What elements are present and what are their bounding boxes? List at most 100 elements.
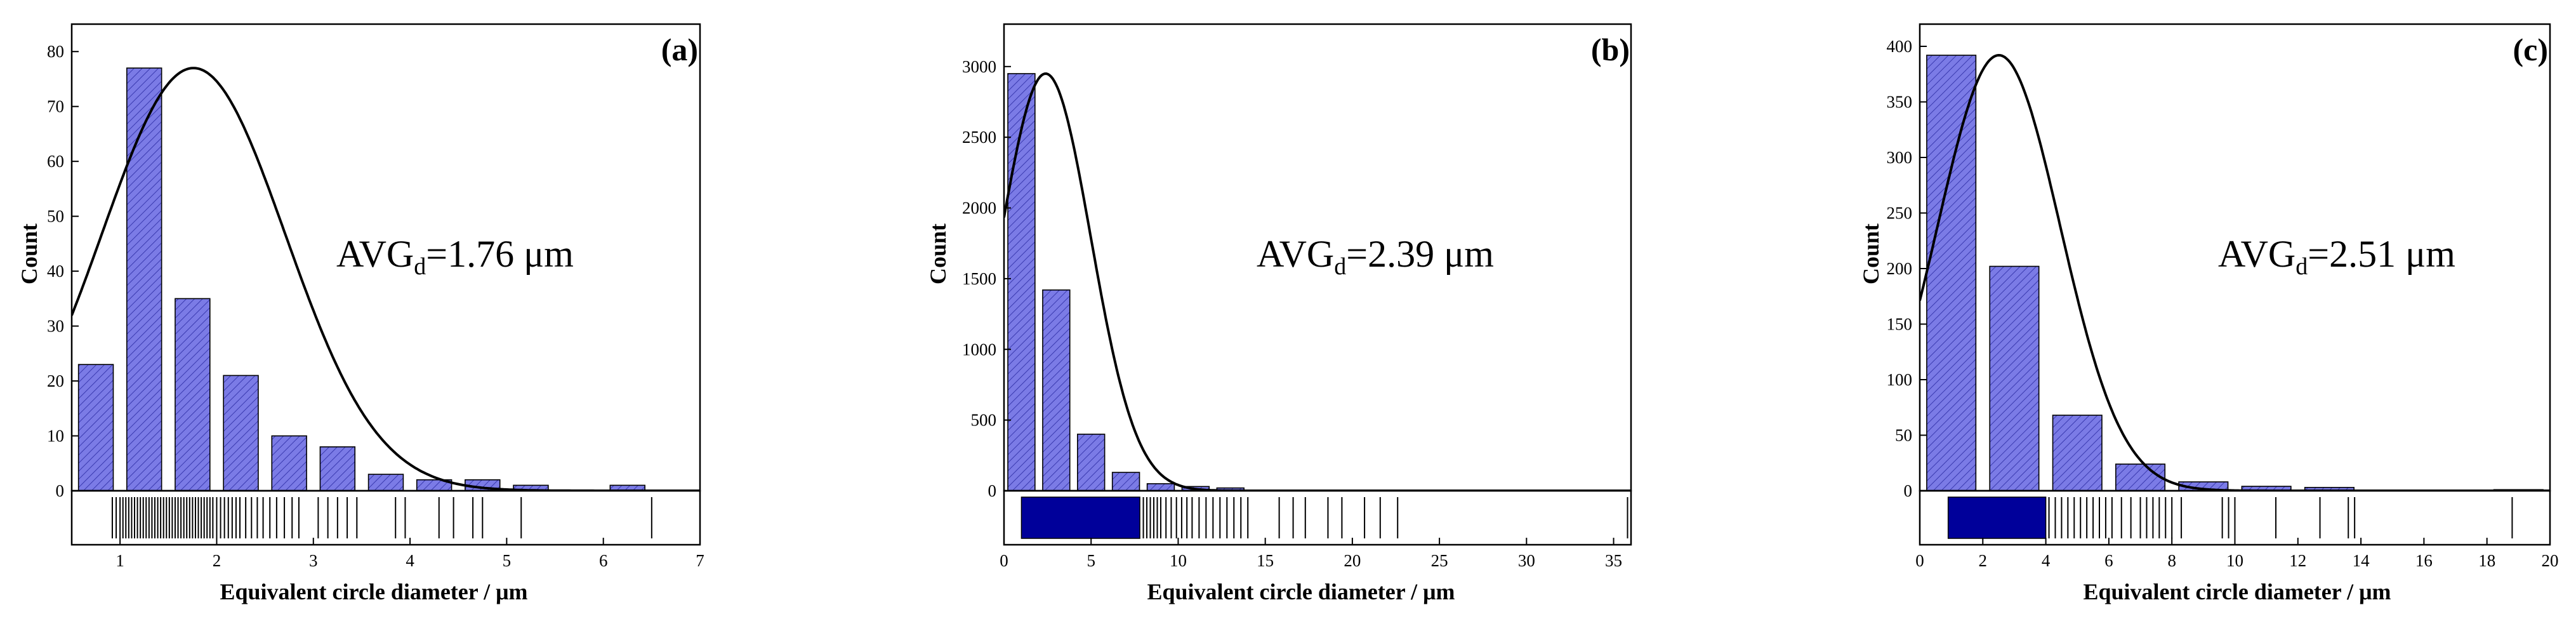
histogram-bar	[271, 435, 307, 491]
average-subscript: d	[414, 253, 426, 280]
x-tick-label: 4	[2042, 551, 2051, 570]
y-tick-label: 2500	[962, 128, 996, 147]
x-tick-label: 7	[696, 551, 704, 570]
x-axis-title: Equivalent circle diameter / μm	[220, 579, 528, 604]
histogram-bar	[1989, 265, 2040, 491]
y-tick-label: 60	[47, 152, 64, 171]
y-tick-label: 200	[1887, 259, 1913, 278]
histogram-bar	[1077, 434, 1106, 491]
average-annotation: AVGd=2.51 μm	[2218, 233, 2455, 280]
x-tick-label: 25	[1431, 551, 1448, 570]
histogram-bar	[77, 364, 114, 491]
panel-label: (b)	[1591, 32, 1630, 67]
x-tick-label: 10	[2226, 551, 2243, 570]
plot-layer: 0 500 1000 1500 2000 2500 3000 0 5 10 15 20 25 30 35	[962, 23, 1632, 570]
chart-panel-a: 0 10 20 30 40 50 60 70 80 1 2 3 4 5 6 7 (a) AVGd=1.76 μ…	[17, 23, 704, 604]
y-tick-label: 300	[1887, 148, 1913, 167]
x-tick-label: 15	[1257, 551, 1274, 570]
histogram-bar	[2115, 463, 2166, 491]
rug-dense-block	[1947, 496, 2047, 539]
rug-frame	[70, 489, 701, 546]
x-axis-title: Equivalent circle diameter / μm	[2084, 579, 2391, 604]
x-tick-label: 1	[116, 551, 124, 570]
y-tick-label: 150	[1887, 315, 1913, 334]
histogram-bar	[1111, 472, 1140, 491]
histogram-bar	[2052, 415, 2103, 491]
x-tick-label: 30	[1518, 551, 1535, 570]
average-prefix: AVG	[336, 233, 414, 275]
plot-layer: 0 50 100 150 200 250 300 350 400 0 2 4 6 8 10 12 14 16 18 2…	[1887, 23, 2559, 570]
average-annotation: AVGd=2.39 μm	[1257, 233, 1494, 280]
x-tick-label: 14	[2353, 551, 2370, 570]
x-tick-label: 4	[406, 551, 414, 570]
y-tick-label: 0	[988, 481, 997, 500]
panel-label: (c)	[2513, 32, 2549, 67]
y-tick-label: 40	[47, 262, 64, 281]
average-value: =2.51 μm	[2308, 233, 2455, 275]
x-tick-label: 20	[2542, 551, 2559, 570]
average-prefix: AVG	[1257, 233, 1334, 275]
histogram-bar	[175, 298, 211, 491]
y-tick-label: 1000	[962, 340, 996, 359]
y-tick-label: 1500	[962, 269, 996, 288]
y-tick-label: 10	[47, 427, 64, 446]
x-tick-label: 2	[1979, 551, 1988, 570]
x-tick-label: 0	[1915, 551, 1924, 570]
x-tick-label: 10	[1170, 551, 1187, 570]
x-tick-label: 35	[1605, 551, 1622, 570]
plot-layer: 0 10 20 30 40 50 60 70 80 1 2 3 4 5 6 7	[47, 23, 704, 570]
normal-fit-curve	[72, 67, 700, 491]
y-axis-title: Count	[17, 223, 42, 284]
average-value: =1.76 μm	[426, 233, 574, 275]
y-tick-label: 80	[47, 42, 64, 61]
y-tick-label: 50	[1895, 426, 1912, 445]
average-subscript: d	[2295, 253, 2308, 280]
histogram-bar	[1926, 55, 1977, 491]
histogram-bar	[1042, 289, 1071, 491]
histogram-bar	[319, 446, 356, 491]
x-tick-label: 6	[599, 551, 608, 570]
y-tick-label: 400	[1887, 37, 1913, 56]
y-tick-label: 100	[1887, 370, 1913, 389]
y-tick-label: 70	[47, 97, 64, 116]
x-tick-label: 5	[1087, 551, 1095, 570]
y-tick-label: 2000	[962, 199, 996, 218]
average-subscript: d	[1334, 253, 1346, 280]
x-axis-title: Equivalent circle diameter / μm	[1147, 579, 1455, 604]
y-tick-label: 250	[1887, 204, 1913, 223]
x-tick-label: 8	[2167, 551, 2176, 570]
x-tick-label: 20	[1344, 551, 1361, 570]
normal-fit-curve	[1004, 72, 1631, 491]
average-annotation: AVGd=1.76 μm	[336, 233, 574, 280]
histogram-bar	[367, 474, 404, 491]
y-tick-label: 500	[971, 411, 997, 430]
y-tick-label: 3000	[962, 57, 996, 76]
average-prefix: AVG	[2218, 233, 2295, 275]
rug-frame	[1003, 489, 1632, 546]
y-axis-title: Count	[1858, 223, 1884, 284]
chart-panel-b: 0 500 1000 1500 2000 2500 3000 0 5 10 15 20 25 30 35 (…	[925, 23, 1632, 604]
x-tick-label: 6	[2104, 551, 2113, 570]
y-tick-label: 0	[1904, 481, 1913, 500]
y-tick-label: 350	[1887, 93, 1913, 112]
x-tick-label: 18	[2478, 551, 2495, 570]
rug-dense-block	[1020, 496, 1140, 539]
panel-label: (a)	[661, 32, 698, 67]
x-tick-label: 2	[213, 551, 221, 570]
histogram-bar	[1146, 483, 1175, 491]
chart-panel-c: 0 50 100 150 200 250 300 350 400 0 2 4 6 8 10 12 14 16 18 2…	[1858, 23, 2559, 604]
histogram-bar	[1007, 73, 1036, 491]
x-tick-label: 16	[2415, 551, 2433, 570]
average-value: =2.39 μm	[1346, 233, 1494, 275]
x-tick-label: 12	[2289, 551, 2306, 570]
histogram-bar	[126, 67, 162, 491]
x-tick-label: 3	[309, 551, 318, 570]
y-tick-label: 50	[47, 207, 64, 226]
x-tick-label: 0	[1000, 551, 1008, 570]
y-tick-label: 20	[47, 371, 64, 390]
y-axis-title: Count	[925, 223, 951, 284]
y-tick-label: 30	[47, 317, 64, 336]
histogram-bar	[223, 375, 259, 491]
x-tick-label: 5	[503, 551, 512, 570]
